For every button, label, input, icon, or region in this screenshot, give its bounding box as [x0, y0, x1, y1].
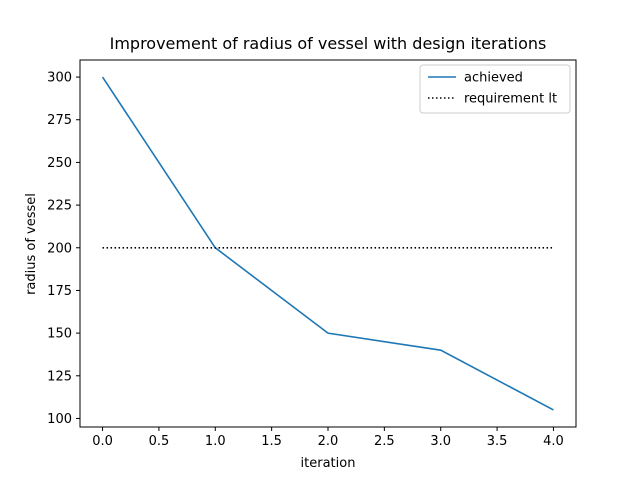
- y-tick-label: 275: [47, 113, 72, 128]
- plot-area: [79, 59, 577, 428]
- y-tick-label: 175: [47, 284, 72, 299]
- series-line-achieved: [101, 76, 554, 411]
- y-tick-label: 100: [47, 412, 72, 427]
- x-tick-label: 2.0: [318, 434, 339, 449]
- x-tick-label: 2.5: [374, 434, 395, 449]
- x-tick-label: 4.0: [543, 434, 564, 449]
- y-axis-ticks: 100 125 150 175 200 225 250 275 300: [47, 71, 80, 427]
- y-tick-label: 200: [47, 241, 72, 256]
- x-axis-ticks: 0.0 0.5 1.0 1.5 2.0 2.5 3.0 3.5 4.0: [92, 427, 564, 449]
- x-tick-label: 1.0: [205, 434, 226, 449]
- x-tick-label: 0.0: [92, 434, 113, 449]
- x-tick-label: 0.5: [149, 434, 170, 449]
- plot-frame: [79, 59, 577, 428]
- y-tick-label: 125: [47, 369, 72, 384]
- y-tick-label: 300: [47, 71, 72, 86]
- x-tick-label: 3.5: [487, 434, 508, 449]
- legend-label: achieved: [464, 71, 523, 86]
- y-tick-label: 225: [47, 199, 72, 214]
- x-axis-title: iteration: [301, 456, 356, 471]
- legend-box: [419, 64, 571, 114]
- y-tick-label: 250: [47, 156, 72, 171]
- chart-title: Improvement of radius of vessel with des…: [110, 34, 547, 53]
- x-tick-label: 3.0: [430, 434, 451, 449]
- x-tick-label: 1.5: [261, 434, 282, 449]
- legend-label: requirement lt: [464, 92, 557, 107]
- y-tick-label: 150: [47, 327, 72, 342]
- legend: achieved requirement lt: [419, 64, 571, 114]
- y-axis-title: radius of vessel: [24, 193, 39, 295]
- series-layer: [101, 76, 554, 411]
